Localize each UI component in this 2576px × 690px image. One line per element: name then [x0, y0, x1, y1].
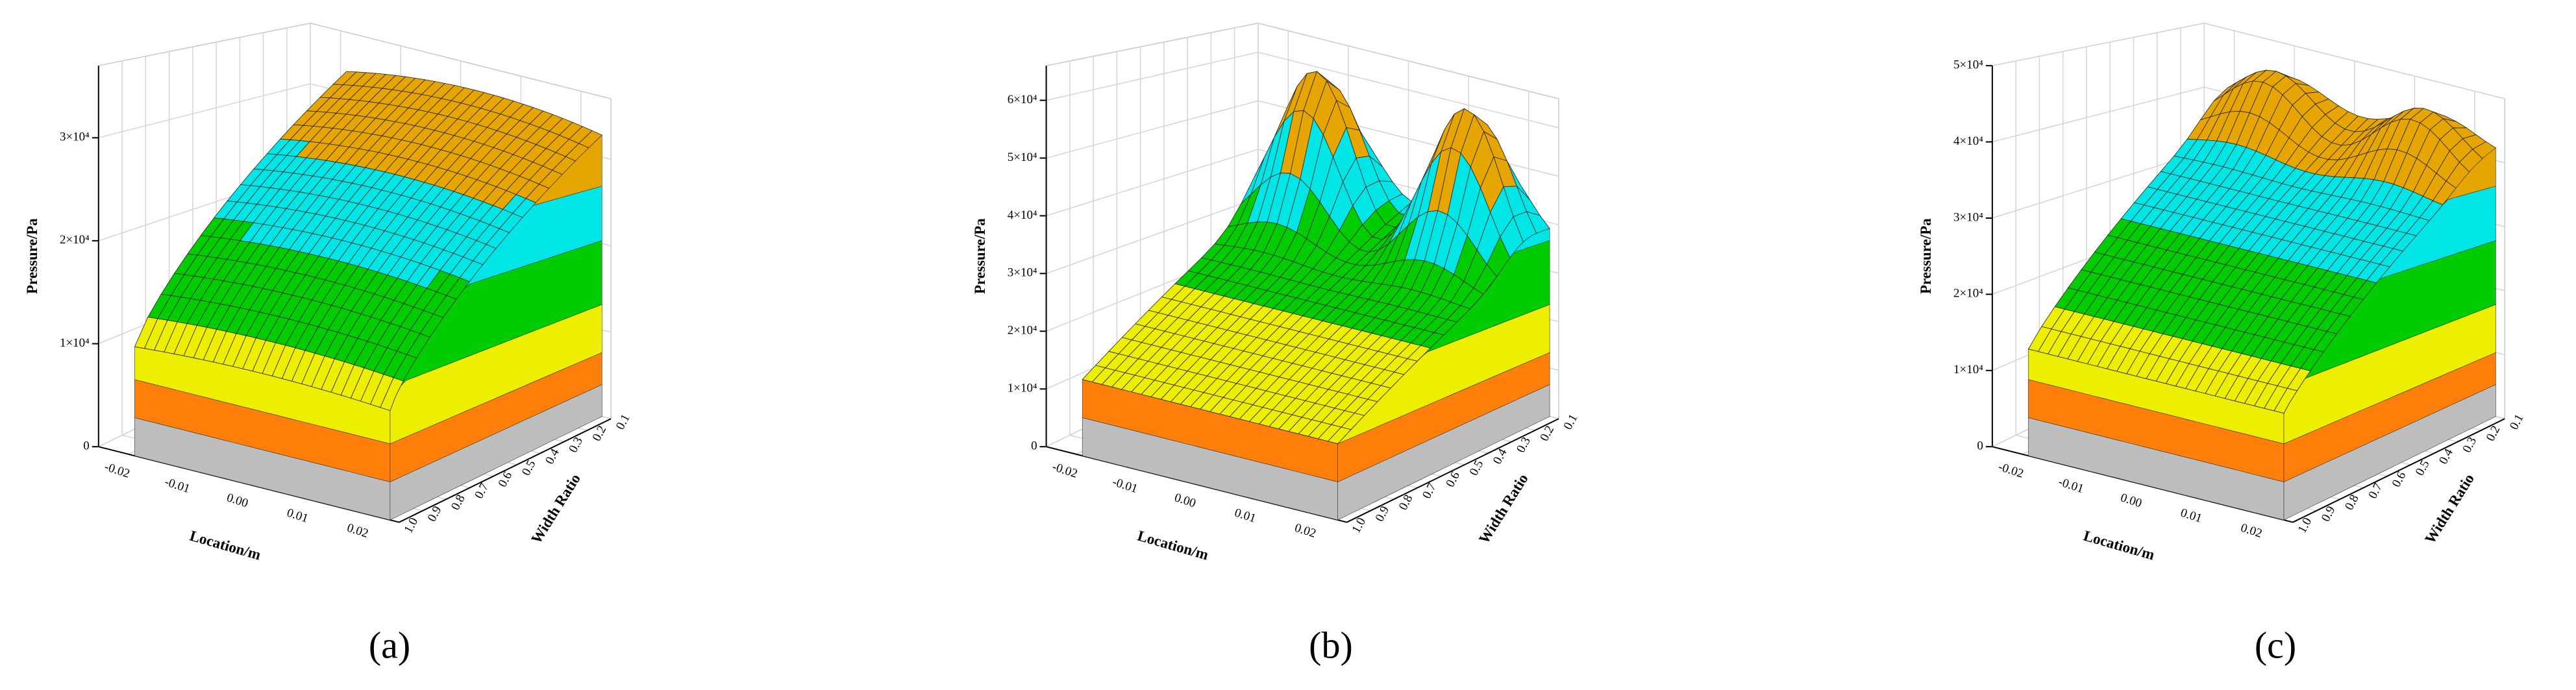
surface-wall — [390, 134, 602, 411]
x-tick-label: -0.01 — [163, 475, 192, 496]
y-tick-label: 0.7 — [1420, 481, 1439, 501]
x-tick-label: -0.02 — [1050, 460, 1079, 481]
x-axis-title: Location/m — [188, 528, 263, 563]
y-tick-label: 0.6 — [1443, 469, 1463, 489]
x-axis-title: Location/m — [2082, 528, 2157, 563]
z-tick-label: 0 — [1977, 439, 1983, 453]
z-tick-label: 1×10⁴ — [1008, 382, 1037, 395]
panel-label: (c) — [2255, 624, 2296, 666]
z-tick-label: 1×10⁴ — [60, 336, 90, 350]
x-tick-label: -0.02 — [103, 460, 131, 481]
z-tick-label: 4×10⁴ — [1953, 134, 1983, 148]
z-tick-label: 6×10⁴ — [1008, 93, 1037, 106]
y-tick-label: 0.8 — [449, 493, 468, 513]
y-tick-label: 0.8 — [1396, 493, 1416, 513]
y-axis-title: Width Ratio — [528, 471, 584, 546]
y-tick-label: 0.5 — [1467, 458, 1487, 478]
x-tick-label: 0.02 — [345, 521, 370, 541]
x-tick-label: 0.01 — [2179, 506, 2203, 525]
y-tick-label: 0.9 — [1373, 504, 1393, 524]
x-tick-label: 0.02 — [1293, 521, 1318, 541]
y-tick-label: 0.5 — [2413, 458, 2433, 478]
z-tick-label: 1×10⁴ — [1953, 363, 1983, 376]
axis-line — [399, 418, 612, 523]
panel-label: (a) — [369, 624, 410, 666]
y-tick-label: 1.0 — [2296, 515, 2315, 536]
panel: 0 1×10⁴ 2×10⁴ 3×10⁴ -0.02 -0.01 0.00 0.01 0.02 1.… — [24, 22, 633, 666]
y-tick-label: 0.7 — [472, 481, 491, 501]
z-tick-label: 5×10⁴ — [1953, 58, 1983, 72]
z-tick-label: 4×10⁴ — [1008, 208, 1037, 222]
y-tick-label: 0.3 — [1514, 435, 1533, 455]
y-tick-label: 0.2 — [590, 423, 610, 443]
axis-line — [1346, 418, 1559, 523]
x-tick-label: 0.02 — [2239, 521, 2264, 541]
z-tick-label: 2×10⁴ — [1008, 324, 1037, 338]
y-tick-label: 0.6 — [2390, 469, 2409, 489]
y-tick-label: 0.8 — [2342, 493, 2362, 513]
y-tick-label: 1.0 — [1349, 515, 1368, 536]
y-axis-title: Width Ratio — [2421, 471, 2477, 546]
y-tick-label: 0.3 — [2460, 435, 2479, 455]
x-tick-label: 0.00 — [225, 491, 250, 510]
y-tick-label: 0.7 — [2366, 481, 2385, 501]
y-tick-label: 0.5 — [519, 458, 539, 478]
x-tick-label: 0.00 — [2119, 491, 2144, 510]
box-edge — [1046, 22, 1259, 66]
box-edge — [98, 22, 311, 66]
z-tick-label: 3×10⁴ — [60, 130, 90, 144]
x-tick-label: 0.01 — [1233, 506, 1257, 525]
y-tick-label: 0.2 — [1537, 423, 1557, 443]
z-tick-label: 3×10⁴ — [1008, 266, 1037, 280]
z-tick-label: 0 — [1031, 439, 1037, 453]
x-tick-label: -0.02 — [1996, 460, 2025, 481]
y-axis-title: Width Ratio — [1476, 471, 1531, 546]
y-tick-label: 0.9 — [425, 504, 445, 524]
x-tick-label: 0.01 — [285, 506, 310, 525]
y-tick-label: 0.4 — [2436, 446, 2456, 466]
y-tick-label: 0.1 — [613, 412, 633, 432]
panel: 0 1×10⁴ 2×10⁴ 3×10⁴ 4×10⁴ 5×10⁴ 6×10⁴ -0.02 -0.0… — [972, 22, 1581, 666]
y-tick-label: 0.9 — [2319, 504, 2338, 524]
x-axis-title: Location/m — [1135, 528, 1210, 563]
z-axis-title: Pressure/Pa — [1918, 218, 1934, 294]
y-tick-label: 0.4 — [543, 446, 562, 466]
panel: 0 1×10⁴ 2×10⁴ 3×10⁴ 4×10⁴ 5×10⁴ -0.02 -0.01 0.00… — [1918, 22, 2527, 666]
z-tick-label: 2×10⁴ — [60, 233, 90, 247]
surface-wall — [2283, 147, 2496, 413]
y-tick-label: 0.4 — [1491, 446, 1510, 466]
y-tick-label: 0.6 — [496, 469, 515, 489]
y-tick-label: 0.3 — [566, 435, 586, 455]
y-tick-label: 0.1 — [2507, 412, 2527, 432]
z-tick-label: 0 — [83, 439, 90, 453]
axis-line — [2292, 418, 2505, 523]
y-tick-label: 1.0 — [402, 515, 421, 536]
x-tick-label: -0.01 — [2057, 475, 2085, 496]
z-tick-label: 2×10⁴ — [1953, 287, 1983, 301]
panel-label: (b) — [1309, 624, 1353, 666]
z-axis-title: Pressure/Pa — [24, 218, 40, 294]
z-axis-title: Pressure/Pa — [972, 218, 988, 294]
y-tick-label: 0.1 — [1561, 412, 1581, 432]
x-tick-label: 0.00 — [1172, 491, 1197, 510]
x-tick-label: -0.01 — [1111, 475, 1139, 496]
z-tick-label: 5×10⁴ — [1008, 151, 1037, 164]
surface-wall — [1337, 228, 1550, 444]
z-tick-label: 3×10⁴ — [1953, 210, 1983, 224]
y-tick-label: 0.2 — [2484, 423, 2503, 443]
